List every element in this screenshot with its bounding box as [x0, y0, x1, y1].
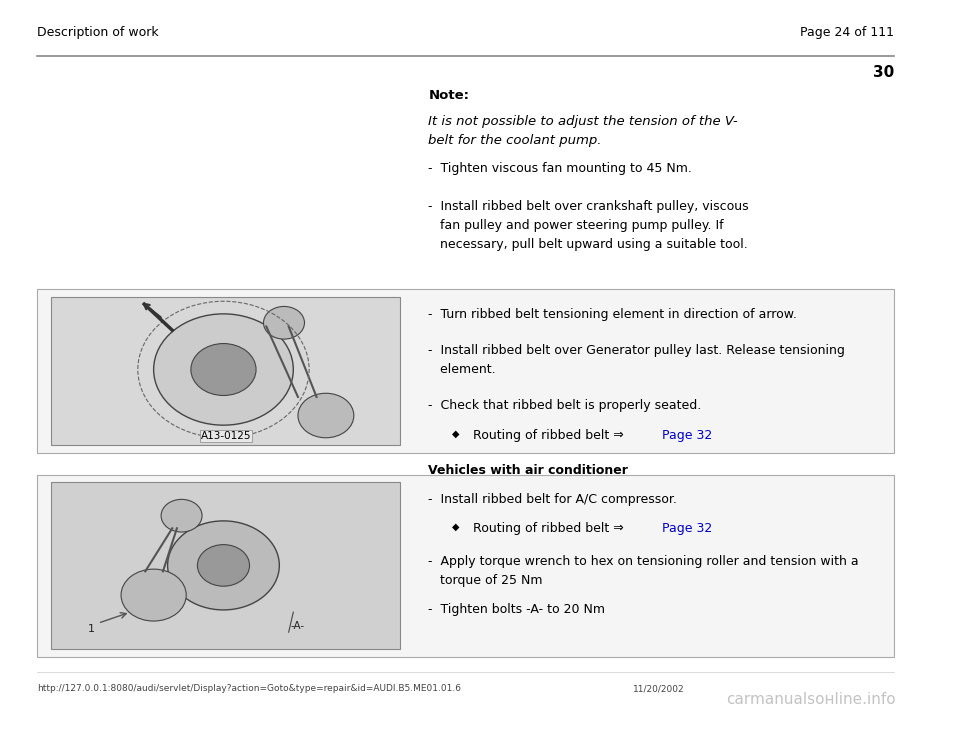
Text: -A-: -A- [291, 621, 305, 631]
Circle shape [191, 344, 256, 395]
Circle shape [298, 393, 354, 438]
Text: Routing of ribbed belt ⇒: Routing of ribbed belt ⇒ [473, 522, 628, 535]
Text: Page 32: Page 32 [662, 522, 712, 535]
Circle shape [154, 314, 294, 425]
Bar [37, 289, 894, 453]
Text: -  Install ribbed belt over Generator pulley last. Release tensioning
   element: - Install ribbed belt over Generator pul… [428, 344, 845, 375]
Text: carmanualsонline.info: carmanualsонline.info [727, 692, 896, 706]
Text: -  Install ribbed belt over crankshaft pulley, viscous
   fan pulley and power s: - Install ribbed belt over crankshaft pu… [428, 200, 749, 252]
Text: ◆: ◆ [451, 522, 459, 531]
Circle shape [263, 306, 304, 339]
Bar [51, 297, 400, 445]
Text: -  Tighten bolts -A- to 20 Nm: - Tighten bolts -A- to 20 Nm [428, 603, 606, 617]
Text: 1: 1 [87, 624, 95, 634]
Text: 11/20/2002: 11/20/2002 [634, 684, 684, 693]
Text: -  Install ribbed belt for A/C compressor.: - Install ribbed belt for A/C compressor… [428, 493, 677, 507]
Text: Description of work: Description of work [37, 26, 158, 39]
Text: A13-0125: A13-0125 [201, 431, 252, 441]
Circle shape [121, 569, 186, 621]
Text: ◆: ◆ [451, 429, 459, 439]
Text: 30: 30 [873, 65, 894, 80]
Text: -  Turn ribbed belt tensioning element in direction of arrow.: - Turn ribbed belt tensioning element in… [428, 308, 797, 321]
Text: Routing of ribbed belt ⇒: Routing of ribbed belt ⇒ [473, 429, 628, 442]
Bar [37, 475, 894, 657]
Circle shape [161, 499, 202, 532]
Circle shape [198, 545, 250, 586]
Text: Vehicles with air conditioner: Vehicles with air conditioner [428, 464, 628, 477]
Text: http://127.0.0.1:8080/audi/servlet/Display?action=Goto&type=repair&id=AUDI.B5.ME: http://127.0.0.1:8080/audi/servlet/Displ… [37, 684, 461, 693]
Text: Note:: Note: [428, 89, 469, 102]
Text: -  Tighten viscous fan mounting to 45 Nm.: - Tighten viscous fan mounting to 45 Nm. [428, 162, 692, 175]
Text: Page 24 of 111: Page 24 of 111 [800, 26, 894, 39]
Text: Page 32: Page 32 [662, 429, 712, 442]
Text: -  Check that ribbed belt is properly seated.: - Check that ribbed belt is properly sea… [428, 399, 702, 413]
Circle shape [168, 521, 279, 610]
Text: It is not possible to adjust the tension of the V-
belt for the coolant pump.: It is not possible to adjust the tension… [428, 115, 738, 147]
Bar [51, 482, 400, 649]
Text: -  Apply torque wrench to hex on tensioning roller and tension with a
   torque : - Apply torque wrench to hex on tensioni… [428, 555, 859, 587]
